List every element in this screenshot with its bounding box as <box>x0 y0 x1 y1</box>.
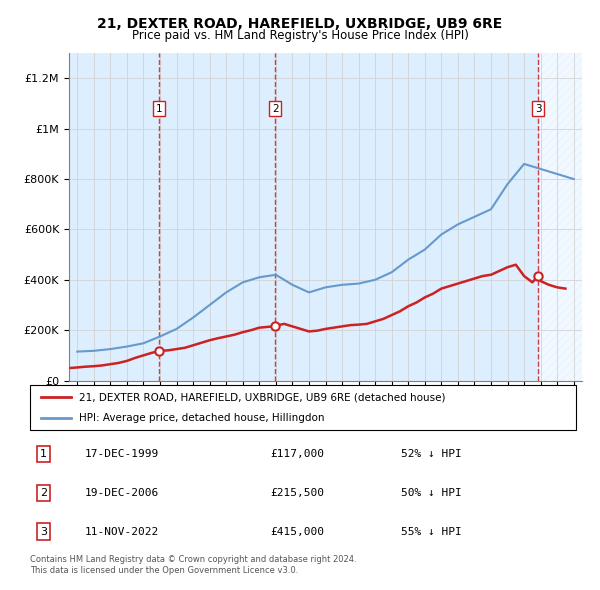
Text: Price paid vs. HM Land Registry's House Price Index (HPI): Price paid vs. HM Land Registry's House … <box>131 30 469 42</box>
Text: 55% ↓ HPI: 55% ↓ HPI <box>401 527 462 536</box>
Text: 3: 3 <box>40 527 47 536</box>
Bar <box>160 53 275 381</box>
Text: 3: 3 <box>535 103 542 113</box>
Text: 50% ↓ HPI: 50% ↓ HPI <box>401 488 462 497</box>
Bar <box>538 53 582 381</box>
Text: £215,500: £215,500 <box>270 488 324 497</box>
Text: This data is licensed under the Open Government Licence v3.0.: This data is licensed under the Open Gov… <box>30 566 298 575</box>
Text: Contains HM Land Registry data © Crown copyright and database right 2024.: Contains HM Land Registry data © Crown c… <box>30 555 356 563</box>
Text: 21, DEXTER ROAD, HAREFIELD, UXBRIDGE, UB9 6RE (detached house): 21, DEXTER ROAD, HAREFIELD, UXBRIDGE, UB… <box>79 392 446 402</box>
Text: 21, DEXTER ROAD, HAREFIELD, UXBRIDGE, UB9 6RE: 21, DEXTER ROAD, HAREFIELD, UXBRIDGE, UB… <box>97 17 503 31</box>
Text: £117,000: £117,000 <box>270 449 324 458</box>
Text: 17-DEC-1999: 17-DEC-1999 <box>85 449 159 458</box>
Text: 19-DEC-2006: 19-DEC-2006 <box>85 488 159 497</box>
FancyBboxPatch shape <box>30 385 576 430</box>
Text: 2: 2 <box>40 488 47 497</box>
Text: 2: 2 <box>272 103 278 113</box>
Text: 52% ↓ HPI: 52% ↓ HPI <box>401 449 462 458</box>
Text: HPI: Average price, detached house, Hillingdon: HPI: Average price, detached house, Hill… <box>79 414 325 424</box>
Text: 1: 1 <box>156 103 163 113</box>
Text: £415,000: £415,000 <box>270 527 324 536</box>
Text: 1: 1 <box>40 449 47 458</box>
Bar <box>275 53 538 381</box>
Text: 11-NOV-2022: 11-NOV-2022 <box>85 527 159 536</box>
Bar <box>69 53 160 381</box>
